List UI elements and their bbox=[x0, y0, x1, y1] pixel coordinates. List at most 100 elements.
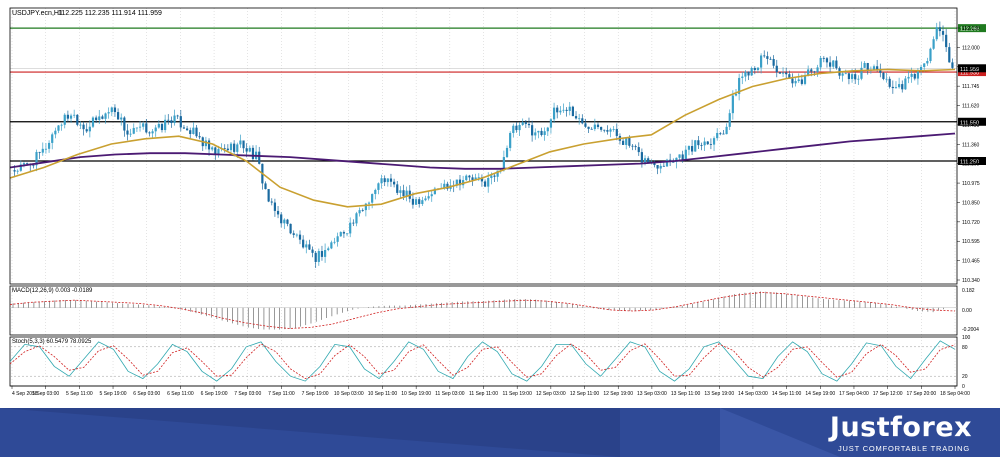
candle-body bbox=[289, 223, 292, 234]
candle-body bbox=[690, 146, 694, 152]
candle-body bbox=[386, 178, 389, 183]
x-tick-label: 14 Sep 11:00 bbox=[772, 391, 802, 397]
candle-body bbox=[898, 84, 901, 88]
candle-body bbox=[951, 62, 954, 68]
level-price-tag bbox=[958, 117, 986, 126]
candle-body bbox=[323, 250, 327, 257]
candle-body bbox=[474, 177, 477, 181]
candle-body bbox=[411, 198, 415, 205]
candle-body bbox=[138, 126, 142, 128]
candle-body bbox=[857, 78, 860, 80]
x-tick-label: 13 Sep 11:00 bbox=[671, 391, 701, 397]
candle-body bbox=[681, 154, 684, 160]
candle-body bbox=[471, 177, 474, 181]
candle-body bbox=[505, 147, 509, 158]
candle-body bbox=[778, 72, 782, 74]
candle-body bbox=[509, 133, 512, 148]
candle-body bbox=[458, 179, 462, 186]
candle-body bbox=[41, 148, 44, 153]
candle-body bbox=[258, 151, 261, 164]
candle-body bbox=[104, 113, 107, 119]
candle-body bbox=[600, 127, 603, 130]
x-tick-label: 6 Sep 11:00 bbox=[167, 391, 194, 397]
candle-body bbox=[380, 178, 383, 184]
candle-body bbox=[734, 93, 738, 96]
candle-body bbox=[54, 130, 57, 135]
candle-body bbox=[531, 125, 534, 136]
candle-body bbox=[559, 110, 562, 113]
candle-body bbox=[854, 74, 857, 80]
candle-body bbox=[101, 116, 104, 119]
candle-body bbox=[330, 242, 333, 249]
level-price-tag bbox=[958, 24, 986, 33]
candle-body bbox=[916, 71, 920, 79]
candle-body bbox=[421, 200, 424, 205]
candle-body bbox=[941, 31, 945, 35]
candle-body bbox=[179, 116, 182, 128]
candle-body bbox=[581, 118, 584, 124]
candle-body bbox=[901, 84, 904, 90]
price-tick-label: 110.720 bbox=[962, 220, 980, 226]
candle-body bbox=[621, 140, 625, 145]
price-tick-label: 111.360 bbox=[962, 142, 980, 148]
price-tick-label: 111.745 bbox=[962, 84, 980, 90]
candle-body bbox=[113, 107, 117, 113]
candle-body bbox=[719, 132, 722, 134]
candle-body bbox=[829, 62, 832, 67]
candle-body bbox=[185, 128, 189, 131]
candle-body bbox=[367, 202, 371, 204]
macd-tick-label: 0.00 bbox=[962, 308, 972, 314]
slow-moving-average-line bbox=[9, 132, 956, 170]
candle-body bbox=[578, 118, 581, 120]
candle-body bbox=[236, 144, 239, 152]
candle-body bbox=[709, 144, 713, 145]
candle-body bbox=[502, 157, 505, 171]
stoch-main-line bbox=[9, 340, 956, 382]
candle-body bbox=[85, 129, 88, 132]
level-price-label: 111.250 bbox=[960, 160, 979, 166]
candle-body bbox=[665, 159, 669, 167]
candle-body bbox=[493, 175, 496, 177]
candle-body bbox=[816, 67, 819, 73]
candle-body bbox=[383, 178, 386, 183]
candle-body bbox=[571, 106, 574, 117]
candle-body bbox=[515, 125, 518, 131]
candle-body bbox=[518, 124, 521, 131]
candle-body bbox=[239, 140, 242, 145]
candle-body bbox=[913, 73, 916, 79]
candle-body bbox=[148, 132, 151, 134]
x-tick-label: 7 Sep 03:00 bbox=[234, 391, 261, 397]
candle-body bbox=[694, 140, 697, 152]
x-tick-label: 5 Sep 19:00 bbox=[100, 391, 127, 397]
candle-body bbox=[803, 75, 807, 84]
macd-signal-line bbox=[9, 292, 956, 329]
candle-body bbox=[342, 232, 346, 234]
panel-frame bbox=[9, 7, 958, 285]
candle-body bbox=[264, 183, 267, 190]
macd-label: MACD(12,26,9) 0.003 -0.0189 bbox=[12, 288, 93, 294]
candle-body bbox=[759, 55, 763, 68]
candle-body bbox=[110, 107, 113, 113]
candle-body bbox=[521, 122, 524, 125]
candle-body bbox=[948, 47, 951, 63]
candle-body bbox=[44, 148, 48, 150]
candle-body bbox=[229, 143, 233, 151]
candle-body bbox=[377, 183, 380, 190]
candle-body bbox=[176, 115, 179, 117]
candle-body bbox=[647, 158, 650, 164]
price-tick-label: 112.130 bbox=[962, 26, 980, 32]
candle-body bbox=[919, 66, 923, 72]
candle-body bbox=[543, 131, 546, 135]
candle-body bbox=[60, 124, 63, 126]
candle-body bbox=[280, 214, 283, 224]
x-tick-label: 10 Sep 03:00 bbox=[334, 391, 364, 397]
candle-body bbox=[603, 129, 606, 131]
level-price-tag bbox=[958, 157, 986, 165]
candle-body bbox=[358, 210, 361, 214]
x-tick-label: 14 Sep 19:00 bbox=[805, 391, 835, 397]
candle-body bbox=[835, 60, 838, 69]
candle-body bbox=[556, 107, 559, 113]
x-tick-label: 6 Sep 19:00 bbox=[201, 391, 228, 397]
x-tick-label: 13 Sep 19:00 bbox=[704, 391, 734, 397]
candle-body bbox=[568, 106, 571, 111]
